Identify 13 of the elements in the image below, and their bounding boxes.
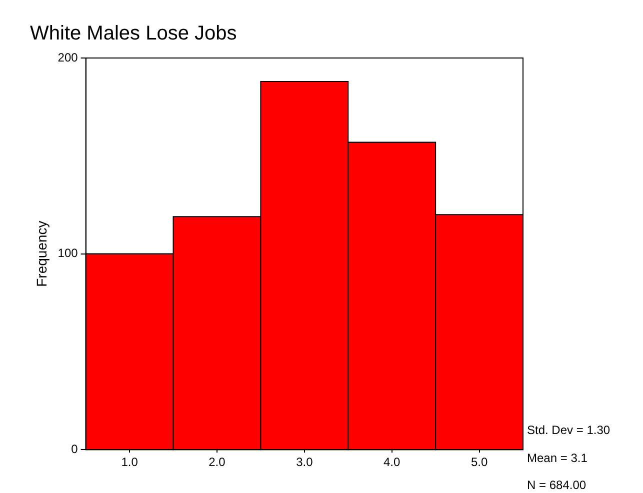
y-tick-label: 0 xyxy=(71,442,78,456)
text: N = 684.00 xyxy=(527,477,588,493)
x-tick-label: 3.0 xyxy=(296,455,314,470)
text: Std. Dev = 1.30 xyxy=(527,422,610,439)
x-tick-label: 5.0 xyxy=(470,455,488,470)
x-tick-label: 4.0 xyxy=(384,455,401,470)
x-tick-label: 1.0 xyxy=(121,455,138,470)
x-tick-label: 2.0 xyxy=(208,455,226,470)
y-tick-label: 100 xyxy=(58,246,78,260)
text: Mean = 3.1 xyxy=(527,450,588,466)
y-tick-label: 200 xyxy=(58,50,78,64)
chart-title: White Males Lose Jobs xyxy=(30,22,237,45)
y-axis-title: Frequency xyxy=(33,220,50,287)
